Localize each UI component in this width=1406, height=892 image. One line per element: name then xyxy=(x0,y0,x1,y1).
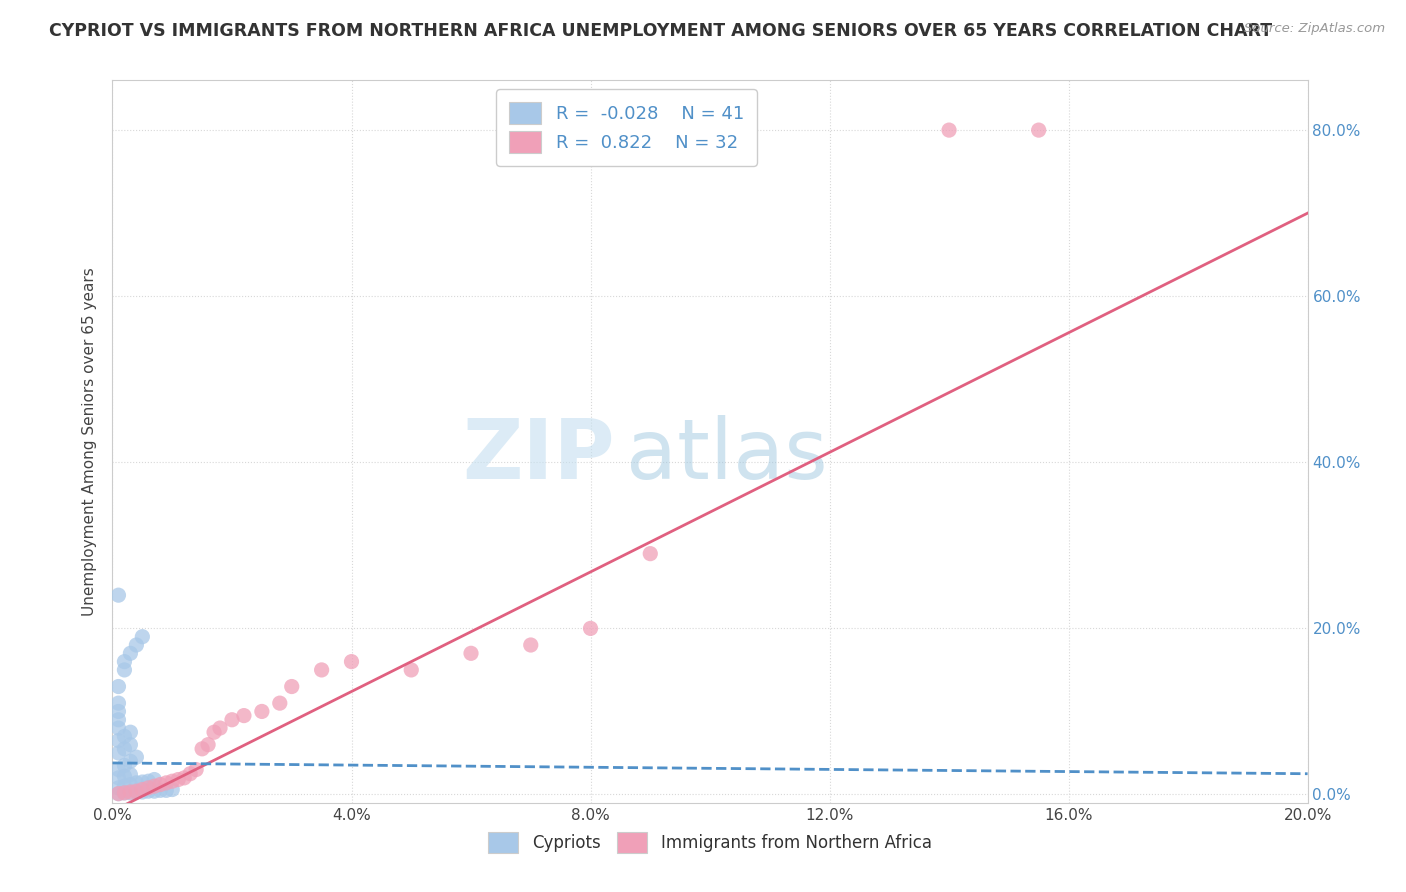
Point xyxy=(107,696,129,710)
Point xyxy=(120,786,142,800)
Point xyxy=(138,780,160,795)
Point xyxy=(125,638,148,652)
Point xyxy=(114,769,135,783)
Point xyxy=(114,786,135,800)
Point xyxy=(269,696,291,710)
Point xyxy=(107,680,129,694)
Text: ZIP: ZIP xyxy=(463,416,614,497)
Point xyxy=(114,741,135,756)
Point xyxy=(138,774,160,789)
Point xyxy=(143,779,166,793)
Point xyxy=(107,733,129,747)
Point xyxy=(520,638,543,652)
Point xyxy=(162,782,183,797)
Point xyxy=(114,655,135,669)
Point xyxy=(143,772,166,787)
Point xyxy=(640,547,662,561)
Point xyxy=(173,771,195,785)
Point xyxy=(233,708,256,723)
Point xyxy=(120,738,142,752)
Point xyxy=(107,713,129,727)
Point xyxy=(1028,123,1050,137)
Point xyxy=(120,778,142,792)
Point xyxy=(131,775,153,789)
Text: CYPRIOT VS IMMIGRANTS FROM NORTHERN AFRICA UNEMPLOYMENT AMONG SENIORS OVER 65 YE: CYPRIOT VS IMMIGRANTS FROM NORTHERN AFRI… xyxy=(49,22,1272,40)
Point xyxy=(131,630,153,644)
Point xyxy=(107,787,129,801)
Point xyxy=(202,725,225,739)
Point xyxy=(114,663,135,677)
Point xyxy=(125,785,148,799)
Point xyxy=(143,784,166,798)
Point xyxy=(155,783,177,797)
Point xyxy=(209,721,232,735)
Point xyxy=(120,646,142,660)
Point xyxy=(281,680,304,694)
Text: atlas: atlas xyxy=(627,416,828,497)
Point xyxy=(114,758,135,772)
Point xyxy=(340,655,363,669)
Point xyxy=(401,663,423,677)
Point xyxy=(579,621,602,635)
Legend: Cypriots, Immigrants from Northern Africa: Cypriots, Immigrants from Northern Afric… xyxy=(482,826,938,860)
Point xyxy=(107,780,129,795)
Point xyxy=(162,774,183,789)
Point xyxy=(107,763,129,777)
Point xyxy=(138,784,160,798)
Point xyxy=(120,725,142,739)
Text: Source: ZipAtlas.com: Source: ZipAtlas.com xyxy=(1244,22,1385,36)
Point xyxy=(125,750,148,764)
Point xyxy=(120,767,142,781)
Point xyxy=(107,746,129,760)
Point xyxy=(191,741,214,756)
Point xyxy=(197,738,219,752)
Point xyxy=(125,784,148,798)
Point xyxy=(107,588,129,602)
Point xyxy=(179,766,201,780)
Point xyxy=(125,776,148,790)
Point xyxy=(221,713,243,727)
Point xyxy=(120,754,142,768)
Point xyxy=(149,778,172,792)
Point xyxy=(250,705,273,719)
Point xyxy=(167,772,190,787)
Point xyxy=(149,783,172,797)
Point xyxy=(155,776,177,790)
Point xyxy=(114,786,135,800)
Point xyxy=(131,785,153,799)
Point xyxy=(107,705,129,719)
Point xyxy=(120,785,142,799)
Point xyxy=(114,779,135,793)
Point xyxy=(938,123,960,137)
Point xyxy=(131,782,153,797)
Point xyxy=(107,771,129,785)
Point xyxy=(311,663,333,677)
Point xyxy=(186,763,208,777)
Y-axis label: Unemployment Among Seniors over 65 years: Unemployment Among Seniors over 65 years xyxy=(82,268,97,615)
Point xyxy=(107,787,129,801)
Point xyxy=(114,730,135,744)
Point xyxy=(460,646,482,660)
Point xyxy=(107,721,129,735)
